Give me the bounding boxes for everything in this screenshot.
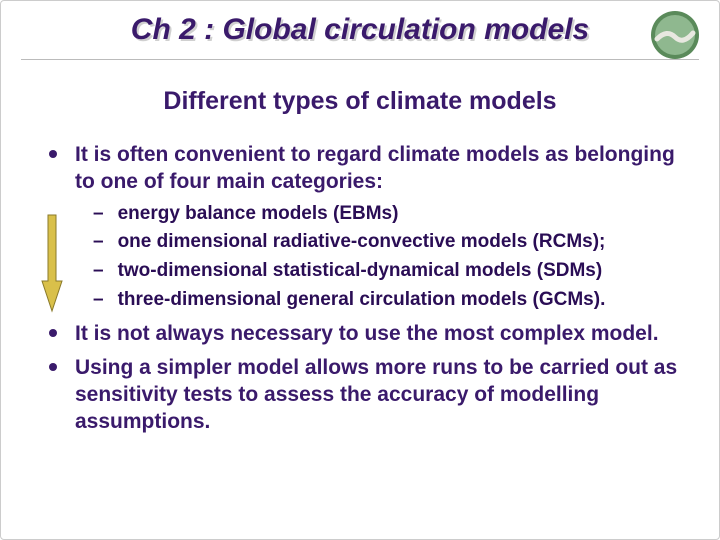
bullet-dot-icon <box>49 363 57 371</box>
chapter-title: Ch 2 : Global circulation models <box>131 13 589 47</box>
sub-text: three-dimensional general circulation mo… <box>118 288 606 313</box>
sub-item: – two-dimensional statistical-dynamical … <box>93 259 679 284</box>
dash-icon: – <box>93 259 104 284</box>
bullet-item: It is not always necessary to use the mo… <box>49 320 679 347</box>
sub-text: one dimensional radiative-convective mod… <box>118 230 606 255</box>
dash-icon: – <box>93 230 104 255</box>
logo-icon <box>649 9 701 61</box>
bullet-text: It is often convenient to regard climate… <box>75 141 679 196</box>
dash-icon: – <box>93 288 104 313</box>
bullet-dot-icon <box>49 329 57 337</box>
divider-line <box>21 59 699 60</box>
sub-list: – energy balance models (EBMs) – one dim… <box>93 202 679 313</box>
bullet-text: It is not always necessary to use the mo… <box>75 320 659 347</box>
sub-item: – three-dimensional general circulation … <box>93 288 679 313</box>
bullet-text: Using a simpler model allows more runs t… <box>75 354 679 436</box>
bullet-dot-icon <box>49 150 57 158</box>
content-area: It is often convenient to regard climate… <box>49 141 679 442</box>
bullet-item: It is often convenient to regard climate… <box>49 141 679 196</box>
sub-text: energy balance models (EBMs) <box>118 202 399 227</box>
sub-item: – one dimensional radiative-convective m… <box>93 230 679 255</box>
bullet-item: Using a simpler model allows more runs t… <box>49 354 679 436</box>
sub-text: two-dimensional statistical-dynamical mo… <box>118 259 603 284</box>
slide-subtitle: Different types of climate models <box>163 87 556 116</box>
sub-item: – energy balance models (EBMs) <box>93 202 679 227</box>
slide-container: Ch 2 : Global circulation models Differe… <box>0 0 720 540</box>
dash-icon: – <box>93 202 104 227</box>
